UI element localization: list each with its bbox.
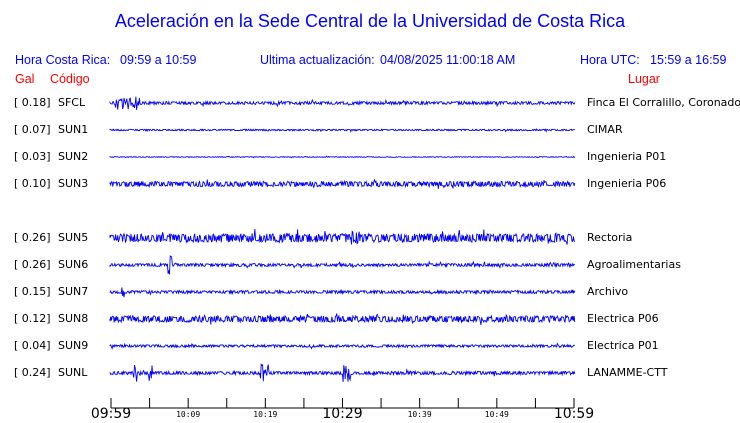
page-title: Aceleración en la Sede Central de la Uni… — [114, 11, 626, 31]
station-gal-value: [ 0.12] — [14, 312, 51, 325]
update-label: Ultima actualización: — [260, 53, 375, 67]
gal-column-header: Gal — [15, 72, 35, 86]
time-axis-label: 10:39 — [407, 410, 432, 419]
station-code: SUN8 — [58, 312, 89, 325]
station-gal-value: [ 0.15] — [14, 285, 51, 298]
waveform-trace-sfcl — [109, 96, 576, 110]
station-place: Electrica P06 — [587, 312, 659, 325]
station-code: SUN7 — [58, 285, 89, 298]
waveform-trace-sunl — [109, 363, 576, 383]
station-place: LANAMME-CTT — [587, 366, 668, 379]
time-axis-label: 10:49 — [484, 410, 509, 419]
station-place: Agroalimentarias — [587, 258, 681, 271]
station-place: Archivo — [587, 285, 629, 298]
time-axis-label: 09:59 — [90, 406, 132, 422]
waveform-trace-sun7 — [109, 287, 576, 298]
waveform-trace-sun6 — [109, 255, 575, 275]
station-code: SUN3 — [58, 177, 89, 190]
code-column-header: Código — [50, 72, 90, 86]
station-place: Ingenieria P06 — [587, 177, 667, 190]
station-gal-value: [ 0.03] — [14, 150, 51, 163]
station-code: SUN2 — [58, 150, 89, 163]
place-column-header: Lugar — [628, 72, 660, 86]
time-axis-label: 10:29 — [322, 406, 363, 422]
local-time-label: Hora Costa Rica: — [15, 53, 111, 67]
station-gal-value: [ 0.18] — [14, 96, 51, 109]
station-gal-value: [ 0.10] — [14, 177, 51, 190]
waveform-trace-sun1 — [109, 128, 575, 133]
station-place: Finca El Corralillo, Coronado — [587, 96, 740, 109]
waveform-trace-sun9 — [109, 342, 576, 350]
waveform-trace-sun8 — [109, 313, 576, 325]
station-code: SUN9 — [58, 339, 89, 352]
station-code: SUN1 — [58, 123, 89, 136]
waveform-trace-sun3 — [109, 178, 576, 189]
time-axis-label: 10:19 — [253, 410, 278, 419]
station-place: Rectoria — [587, 231, 633, 244]
station-gal-value: [ 0.26] — [14, 231, 51, 244]
station-code: SFCL — [58, 96, 86, 109]
station-place: Electrica P01 — [587, 339, 659, 352]
station-code: SUN5 — [58, 231, 89, 244]
station-gal-value: [ 0.24] — [14, 366, 51, 379]
station-gal-value: [ 0.04] — [14, 339, 51, 352]
utc-time-range: 15:59 a 16:59 — [650, 53, 727, 67]
update-value: 04/08/2025 11:00:18 AM — [380, 53, 516, 67]
time-axis-label: 10:59 — [553, 406, 595, 422]
station-gal-value: [ 0.26] — [14, 258, 51, 271]
waveform-trace-sun2 — [109, 155, 576, 159]
utc-time-label: Hora UTC: — [580, 53, 640, 67]
station-gal-value: [ 0.07] — [14, 123, 51, 136]
time-axis-label: 10:09 — [176, 410, 201, 419]
station-place: CIMAR — [587, 123, 623, 136]
waveform-trace-sun5 — [109, 228, 576, 245]
local-time-range: 09:59 a 10:59 — [120, 53, 197, 67]
station-code: SUN6 — [58, 258, 89, 271]
station-place: Ingenieria P01 — [587, 150, 667, 163]
station-code: SUNL — [58, 366, 88, 379]
